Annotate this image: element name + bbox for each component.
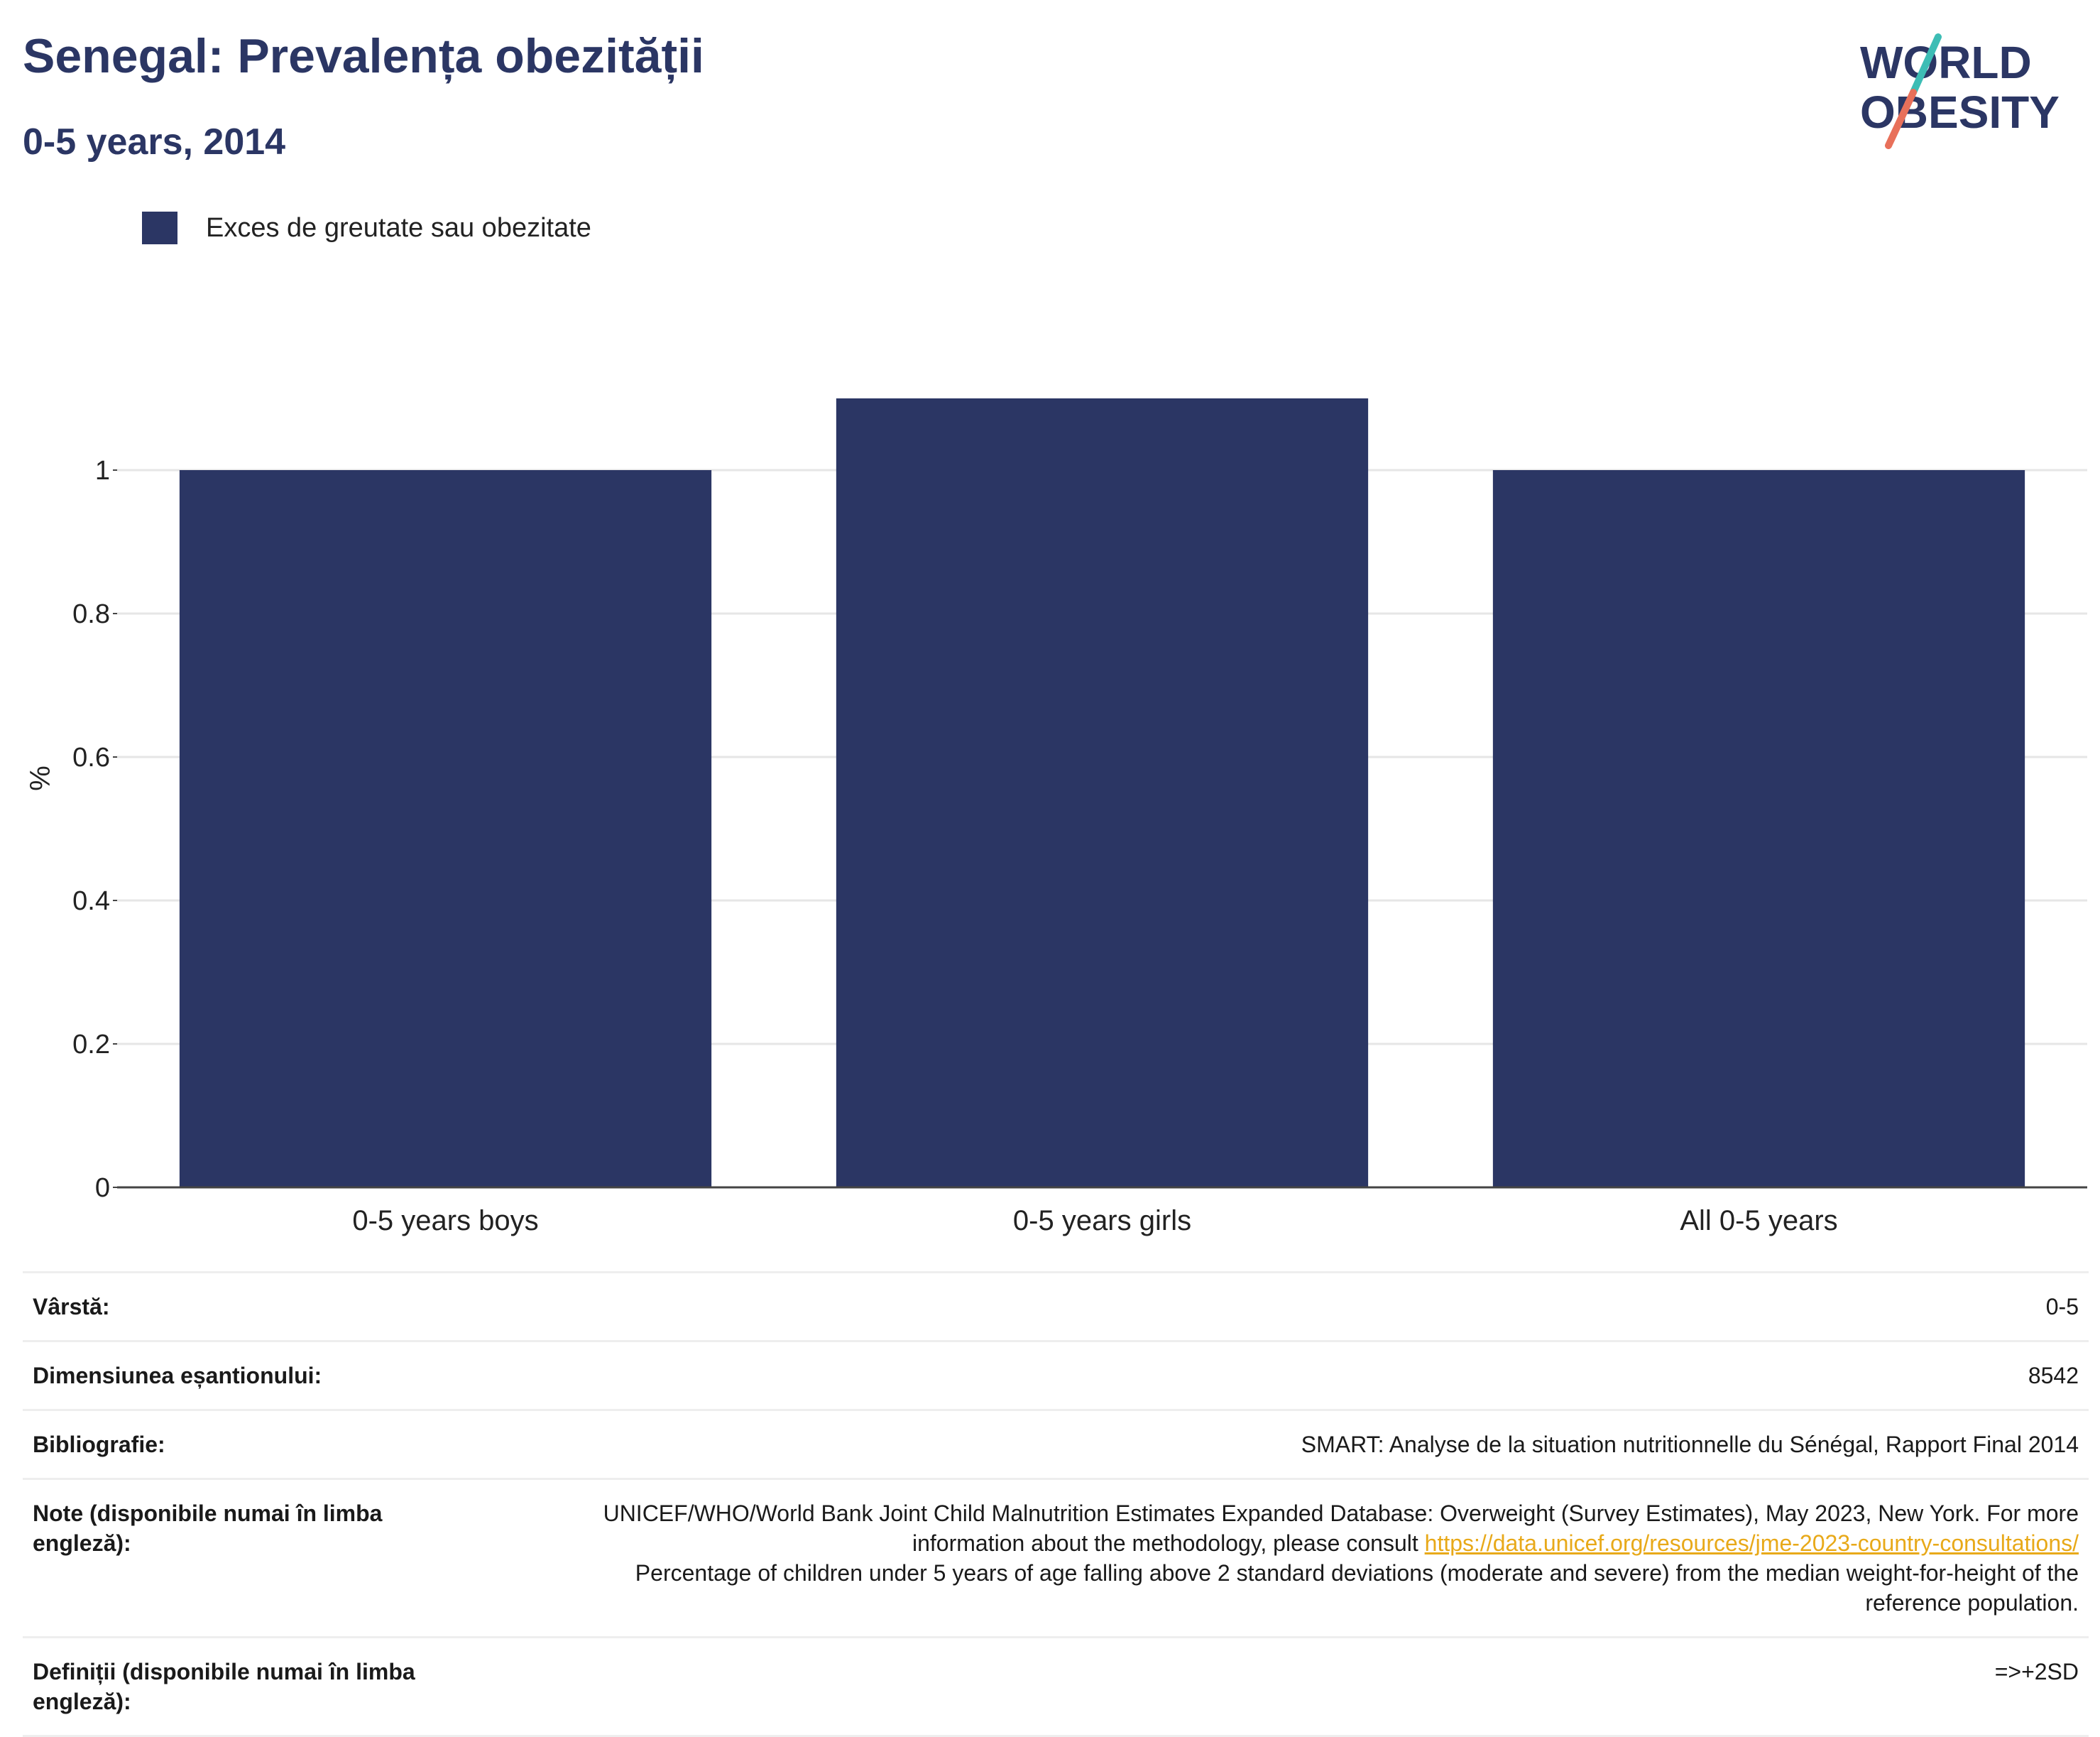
x-tick-label: All 0-5 years: [1680, 1205, 1837, 1236]
bar: [836, 398, 1369, 1187]
sample-value: 8542: [2028, 1363, 2079, 1388]
chart-legend: Exces de greutate sau obezitate: [142, 212, 591, 244]
age-value: 0-5: [2045, 1294, 2079, 1319]
chart-title: Senegal: Prevalența obezității: [23, 29, 704, 83]
y-tick-label: 0.6: [72, 743, 110, 773]
svg-text:WORLD: WORLD: [1860, 37, 2032, 88]
legend-label: Exces de greutate sau obezitate: [206, 212, 591, 243]
info-row-age: Vârstă: 0-5: [23, 1271, 2089, 1340]
notes-text-2: Percentage of children under 5 years of …: [635, 1560, 2079, 1616]
info-row-notes: Note (disponibile numai în limba engleză…: [23, 1478, 2089, 1636]
y-tick-label: 1: [95, 456, 110, 486]
definitions-label: Definiții (disponibile numai în limba en…: [33, 1659, 415, 1714]
sample-label: Dimensiunea eșantionului:: [33, 1363, 322, 1388]
notes-value: UNICEF/WHO/World Bank Joint Child Malnut…: [545, 1498, 2079, 1618]
chart-subtitle: 0-5 years, 2014: [23, 121, 286, 163]
y-tick-label: 0.8: [72, 599, 110, 629]
bar: [1492, 470, 2025, 1187]
bar-chart: 0 0.2 0.4 0.6 0.8 1% 0-5 years boys 0-5 years g…: [25, 398, 2087, 1236]
bar: [179, 470, 712, 1187]
info-row-definitions: Definiții (disponibile numai în limba en…: [23, 1636, 2089, 1737]
bibliography-label: Bibliografie:: [33, 1432, 165, 1457]
notes-text: UNICEF/WHO/World Bank Joint Child Malnut…: [603, 1501, 2079, 1556]
info-row-bibliography: Bibliografie: SMART: Analyse de la situa…: [23, 1409, 2089, 1478]
info-table: Vârstă: 0-5 Dimensiunea eșantionului: 85…: [23, 1271, 2089, 1737]
y-tick-label: 0: [95, 1173, 110, 1203]
y-tick-label: 0.4: [72, 886, 110, 916]
x-tick-label: 0-5 years boys: [352, 1205, 538, 1236]
y-axis-label: %: [25, 766, 56, 791]
y-tick-label: 0.2: [72, 1030, 110, 1060]
notes-label: Note (disponibile numai în limba engleză…: [33, 1501, 383, 1556]
world-obesity-logo: WORLD OBESITY: [1860, 33, 2060, 149]
x-tick-label: 0-5 years girls: [1013, 1205, 1191, 1236]
definitions-value: =>+2SD: [1994, 1659, 2079, 1684]
info-row-sample: Dimensiunea eșantionului: 8542: [23, 1340, 2089, 1409]
legend-swatch: [142, 212, 177, 244]
bibliography-value: SMART: Analyse de la situation nutrition…: [1301, 1432, 2079, 1457]
age-label: Vârstă:: [33, 1294, 110, 1319]
notes-link[interactable]: https://data.unicef.org/resources/jme-20…: [1424, 1530, 2079, 1556]
